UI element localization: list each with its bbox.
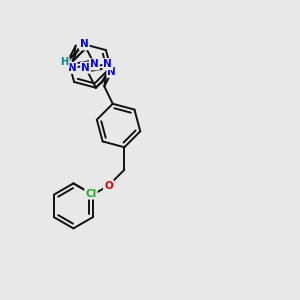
Text: N: N (68, 63, 76, 73)
Text: H: H (61, 57, 69, 68)
Text: N: N (103, 59, 112, 69)
Text: O: O (104, 181, 113, 190)
Text: Cl: Cl (85, 188, 97, 199)
Text: N: N (81, 63, 90, 73)
Text: N: N (90, 59, 99, 69)
Text: N: N (80, 39, 88, 49)
Text: N: N (107, 67, 116, 77)
